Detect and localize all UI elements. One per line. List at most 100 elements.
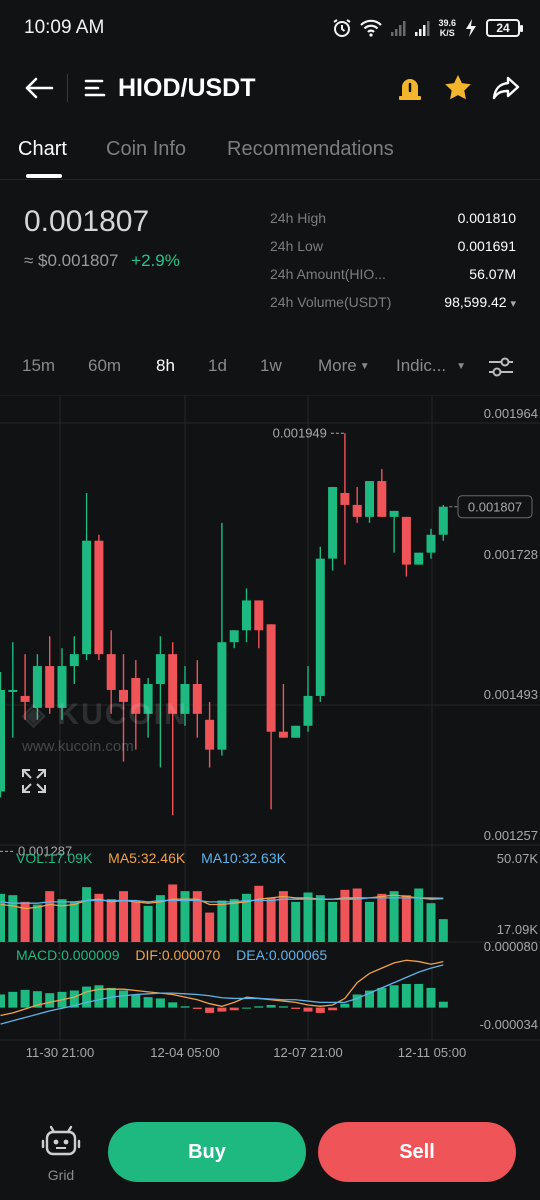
volume-bar — [278, 891, 288, 942]
macd-legend: MACD:0.000009 DIF:0.000070 DEA:0.000065 — [16, 947, 339, 963]
current-price-label: 0.001807 — [468, 500, 522, 515]
volume-bar — [303, 892, 313, 942]
candle-body — [254, 600, 264, 631]
tab-coin-info[interactable]: Coin Info — [106, 138, 187, 160]
price-block: 0.001807 ≈ $0.001807 +2.9% — [24, 205, 180, 271]
chevron-down-icon: ▼ — [456, 361, 466, 372]
macd-histogram-bar — [131, 994, 141, 1008]
candle-body — [106, 654, 116, 690]
price-sub-line: ≈ $0.001807 +2.9% — [24, 251, 180, 271]
candle-body — [8, 689, 18, 692]
tab-recommendations[interactable]: Recommendations — [227, 138, 394, 160]
macd-histogram-bar — [426, 987, 436, 1008]
price-axis-label: 0.001493 — [484, 687, 538, 702]
stats-panel: 24h High 0.001810 24h Low 0.001691 24h Amo… — [270, 210, 516, 322]
volume-bar — [242, 893, 251, 942]
stat-value: 56.07M — [469, 266, 516, 282]
candle-body — [340, 492, 350, 505]
watermark-url: www.kucoin.com — [22, 738, 134, 755]
macd-histogram-bar — [229, 1007, 239, 1011]
chevron-down-icon: ▼ — [359, 361, 370, 372]
volume-bar — [426, 903, 436, 942]
status-icons: 39.6 K/S 24 — [332, 14, 523, 42]
stat-value: 0.001810 — [457, 210, 516, 226]
interval-8h[interactable]: 8h — [156, 356, 175, 375]
macd-histogram-bar — [266, 1005, 276, 1008]
indicators-dropdown[interactable]: Indic... ▼ — [396, 356, 466, 376]
macd-histogram-bar — [168, 1002, 178, 1008]
menu-icon[interactable] — [84, 78, 106, 98]
chart-settings-icon[interactable] — [486, 354, 516, 380]
volume-bar — [340, 889, 350, 942]
price-axis-label: 0.001728 — [484, 547, 538, 562]
macd-histogram-bar — [205, 1007, 215, 1013]
stat-row-low: 24h Low 0.001691 — [270, 238, 516, 266]
price-alert-icon[interactable] — [396, 74, 424, 102]
time-axis-label: 11-30 21:00 — [26, 1045, 94, 1060]
candle-body — [94, 540, 104, 655]
interval-1d[interactable]: 1d — [208, 356, 227, 375]
macd-histogram-bar — [242, 1007, 251, 1009]
battery-icon: 24 — [486, 19, 523, 37]
chart-area[interactable]: 0.001964 0.001728 0.001493 0.001257 0.001949… — [0, 395, 540, 1065]
tab-chart[interactable]: Chart — [18, 138, 67, 160]
volume-bar — [254, 885, 264, 942]
macd-histogram-bar — [94, 985, 104, 1008]
interval-60m[interactable]: 60m — [88, 356, 122, 375]
volume-bar — [192, 891, 202, 942]
macd-histogram-bar — [69, 990, 79, 1008]
sell-button[interactable]: Sell — [318, 1122, 516, 1182]
favorite-star-icon[interactable] — [442, 72, 474, 104]
indicators-label: Indic... — [396, 356, 447, 375]
volume-bar — [438, 919, 448, 942]
interval-1w[interactable]: 1w — [260, 356, 282, 375]
grid-bot-button[interactable]: Grid — [40, 1124, 82, 1188]
alarm-icon — [333, 19, 352, 37]
volume-legend: VOL:17.09K MA5:32.46K MA10:32.63K — [16, 850, 298, 866]
macd-histogram-bar — [192, 1007, 202, 1009]
kucoin-logo: ◈ KUCOIN — [22, 697, 188, 732]
candle-body — [389, 510, 399, 517]
macd-histogram-bar — [20, 989, 30, 1008]
fullscreen-icon[interactable] — [20, 767, 48, 795]
macd-histogram-bar — [438, 1001, 448, 1008]
volume-axis-label: 50.07K — [497, 851, 539, 866]
candle-body — [229, 630, 239, 643]
volume-bar — [389, 891, 399, 942]
price-axis-label: 0.001964 — [484, 406, 538, 421]
grid-label: Grid — [47, 1167, 75, 1183]
stat-row-high: 24h High 0.001810 — [270, 210, 516, 238]
nav-divider — [67, 74, 68, 102]
macd-histogram-bar — [291, 1007, 301, 1009]
stat-row-volume[interactable]: 24h Volume(USDT) 98,599.42 ▾ — [270, 294, 516, 322]
macd-histogram-bar — [377, 987, 387, 1008]
time-axis-label: 12-07 21:00 — [273, 1045, 342, 1060]
candlestick-chart[interactable]: 0.001964 0.001728 0.001493 0.001257 0.001949… — [0, 395, 540, 1065]
dea-legend-label: DEA:0.000065 — [236, 947, 328, 963]
candle-body — [426, 534, 436, 553]
interval-15m[interactable]: 15m — [22, 356, 56, 375]
status-time: 10:09 AM — [24, 17, 105, 38]
volume-bar — [8, 895, 18, 942]
stat-volume-value: 98,599.42 — [444, 294, 507, 310]
macd-dea-line — [0, 964, 444, 1025]
buy-button[interactable]: Buy — [108, 1122, 306, 1182]
candle-body — [278, 731, 288, 738]
low-price-marker: 0.001287 — [18, 843, 72, 858]
candle-body — [315, 558, 325, 696]
share-icon[interactable] — [490, 72, 522, 104]
volume-bar — [168, 884, 178, 942]
ma5-legend-label: MA5:32.46K — [108, 850, 186, 866]
macd-histogram-bar — [352, 994, 362, 1008]
candle-body — [82, 540, 92, 655]
volume-bar — [365, 901, 374, 942]
macd-histogram-bar — [143, 997, 153, 1008]
candle-body — [291, 725, 301, 738]
nav-bar: HIOD/USDT — [0, 62, 540, 114]
back-arrow-icon[interactable] — [22, 74, 56, 102]
volume-bar — [82, 887, 92, 942]
interval-more[interactable]: More ▼ — [318, 356, 370, 376]
volume-bar — [131, 901, 141, 942]
pair-title[interactable]: HIOD/USDT — [118, 74, 256, 102]
dif-legend-label: DIF:0.000070 — [135, 947, 221, 963]
